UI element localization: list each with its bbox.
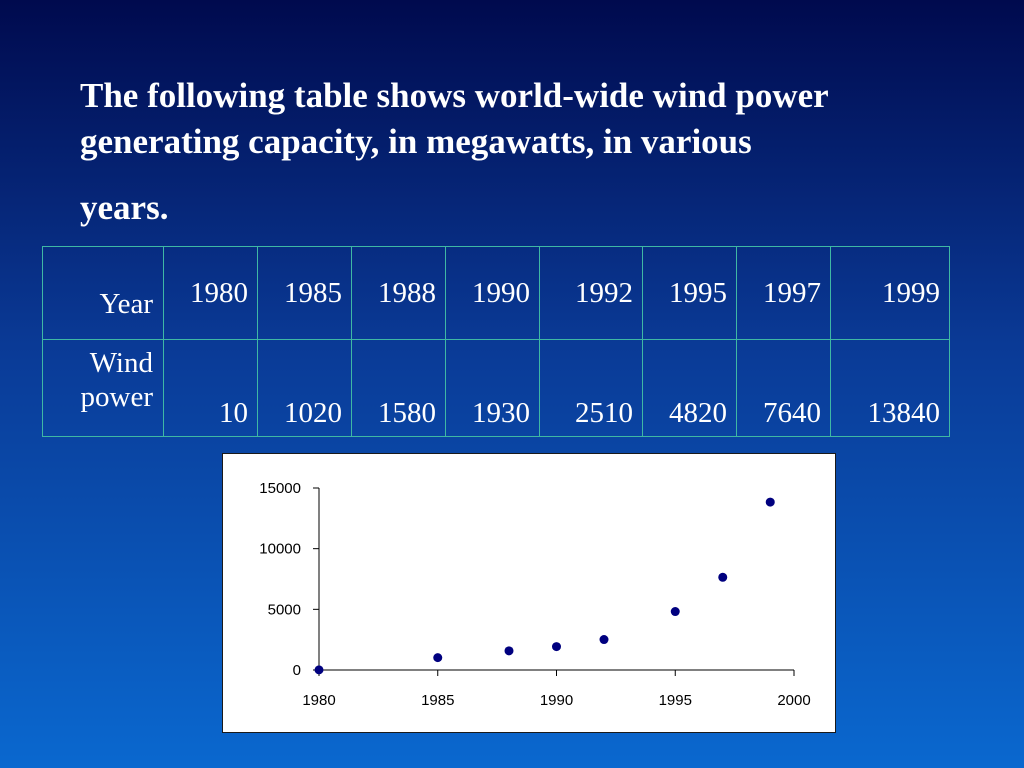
year-cell: 1990: [445, 246, 540, 340]
table-row-power: Wind power 10 1020 1580 1930 2510 4820 7…: [42, 339, 950, 437]
intro-line-1: The following table shows world-wide win…: [80, 76, 829, 115]
wind-power-table: Year 1980 1985 1988 1990 1992 1995 1997 …: [42, 246, 950, 437]
y-tick-label: 15000: [259, 480, 301, 497]
power-cell: 1020: [257, 339, 352, 437]
x-tick-label: 2000: [777, 692, 810, 709]
power-cell: 1580: [351, 339, 446, 437]
scatter-chart: 0 5000 10000 15000 1980 1985 1990 1995 2000: [222, 453, 836, 733]
data-point: [599, 635, 609, 645]
row-label-wind-power: Wind power: [42, 339, 164, 437]
x-tick-label: 1980: [302, 692, 335, 709]
data-point: [504, 646, 514, 656]
year-cell: 1995: [642, 246, 737, 340]
data-point: [718, 572, 728, 582]
year-cell: 1999: [830, 246, 950, 340]
x-tick-label: 1990: [540, 692, 573, 709]
power-cell: 10: [163, 339, 258, 437]
power-cell: 7640: [736, 339, 831, 437]
year-cell: 1992: [539, 246, 643, 340]
year-cell: 1997: [736, 246, 831, 340]
intro-text: The following table shows world-wide win…: [80, 73, 960, 231]
scatter-chart-svg: 0 5000 10000 15000 1980 1985 1990 1995 2000: [259, 480, 810, 709]
data-point: [670, 607, 680, 617]
intro-line-3: years.: [80, 188, 169, 227]
power-cell: 4820: [642, 339, 737, 437]
power-cell: 13840: [830, 339, 950, 437]
year-cell: 1988: [351, 246, 446, 340]
data-point: [552, 642, 561, 652]
data-point: [314, 665, 324, 675]
data-point: [433, 653, 443, 663]
data-point: [765, 497, 775, 507]
intro-line-2: generating capacity, in megawatts, in va…: [80, 122, 752, 161]
y-tick-label: 0: [293, 662, 301, 679]
row-label-year: Year: [42, 246, 164, 340]
power-cell: 2510: [539, 339, 643, 437]
y-tick-label: 10000: [259, 541, 301, 558]
y-tick-label: 5000: [268, 601, 301, 618]
year-cell: 1985: [257, 246, 352, 340]
year-cell: 1980: [163, 246, 258, 340]
table-row-years: Year 1980 1985 1988 1990 1992 1995 1997 …: [42, 246, 950, 340]
power-cell: 1930: [445, 339, 540, 437]
x-tick-label: 1995: [659, 692, 692, 709]
x-tick-label: 1985: [421, 692, 454, 709]
